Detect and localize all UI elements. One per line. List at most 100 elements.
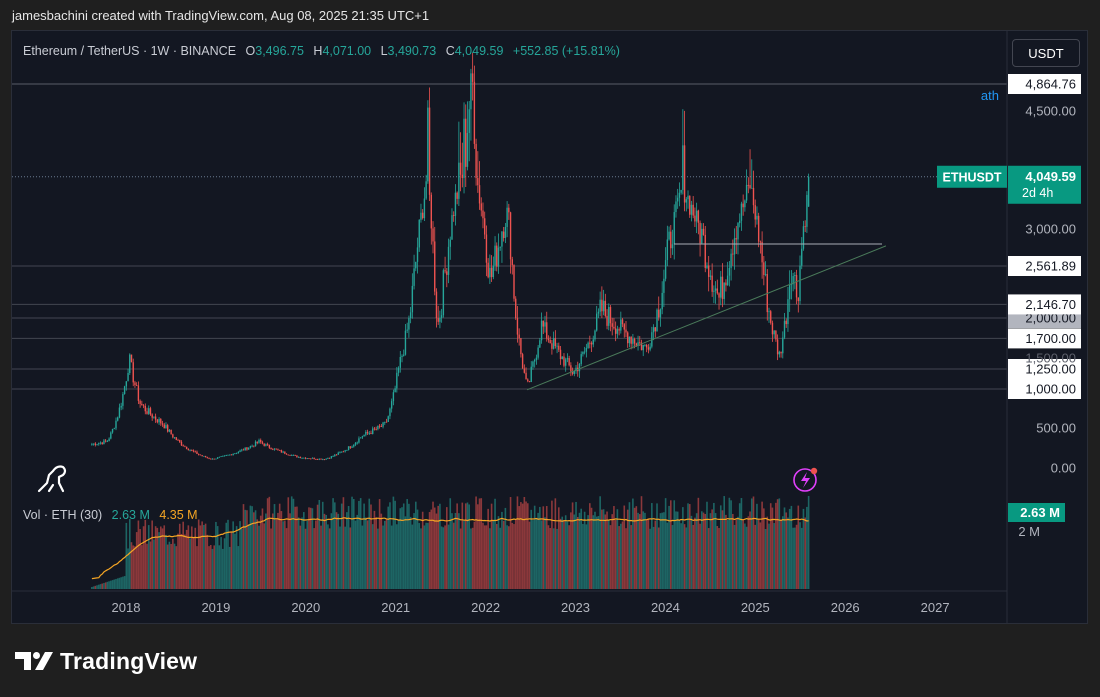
candle-body	[477, 178, 479, 186]
volume-bar	[194, 527, 197, 589]
candle-body	[671, 244, 674, 249]
volume-bar	[203, 525, 205, 589]
volume-bar	[632, 498, 634, 589]
candle-body	[389, 408, 391, 417]
candle-body	[716, 288, 719, 294]
volume-bar	[557, 507, 560, 589]
volume-label[interactable]: Vol · ETH (30)	[23, 508, 103, 522]
volume-bar	[644, 512, 646, 589]
candle-body	[718, 293, 720, 298]
time-tick-label: 2018	[112, 600, 141, 615]
candle-body	[201, 455, 203, 457]
volume-bar	[208, 546, 210, 589]
candle-body	[194, 451, 196, 453]
candle-body	[551, 343, 553, 349]
volume-bar	[778, 498, 781, 589]
candle-body	[564, 359, 567, 366]
currency-button[interactable]: USDT	[1012, 39, 1080, 67]
volume-bar	[502, 520, 505, 589]
candle-body	[726, 275, 729, 286]
volume-bar	[473, 521, 476, 589]
candle-body	[675, 201, 677, 213]
volume-bar	[197, 519, 200, 589]
candle-body	[285, 453, 288, 455]
candle-body	[689, 195, 691, 215]
volume-bar	[806, 506, 808, 589]
symbol-tag	[937, 165, 1007, 188]
volume-bar	[549, 528, 551, 589]
candle-body	[509, 212, 512, 260]
volume-bar	[609, 525, 612, 589]
volume-bar	[339, 526, 341, 589]
candle-body	[497, 247, 500, 267]
candle-body	[775, 330, 777, 340]
candle-body	[575, 367, 577, 372]
candle-body	[583, 351, 586, 353]
volume-bar	[463, 520, 465, 589]
volume-bar	[134, 546, 136, 589]
symbol-title[interactable]: Ethereum / TetherUS · 1W · BINANCE	[23, 44, 237, 58]
volume-bar	[635, 506, 638, 589]
volume-bar	[530, 509, 533, 589]
candle-body	[609, 307, 612, 324]
candle-body	[130, 354, 133, 363]
volume-bar	[135, 532, 138, 589]
candle-body	[776, 339, 779, 355]
candle-body	[568, 358, 570, 366]
volume-bar	[377, 528, 379, 589]
candle-body	[749, 185, 751, 189]
candle-body	[175, 437, 178, 440]
candle-body	[702, 228, 705, 235]
candle-body	[735, 238, 737, 240]
volume-bar	[528, 521, 531, 589]
candle-body	[780, 351, 782, 354]
volume-bar	[361, 525, 364, 589]
candle-body	[237, 451, 240, 454]
volume-bar	[337, 513, 340, 589]
candle-body	[296, 455, 298, 458]
candle-body	[733, 238, 736, 255]
volume-legend: Vol · ETH (30) 2.63 M 4.35 M	[23, 508, 198, 522]
candle-body	[640, 342, 643, 351]
volume-bar	[625, 528, 627, 589]
volume-bar	[187, 525, 190, 589]
chart-frame[interactable]: 0.00 500.00 1,000.00 1,250.00 1,500.00 1,700.…	[11, 30, 1088, 624]
candle-body	[266, 444, 269, 446]
candle-body	[466, 132, 469, 167]
candle-body	[141, 403, 143, 406]
candle-body	[444, 270, 446, 272]
volume-bar	[389, 502, 391, 589]
lightning-bolt-icon	[801, 472, 810, 488]
volume-bar	[206, 534, 209, 589]
candle-body	[375, 429, 377, 430]
volume-bar	[258, 525, 260, 589]
volume-bar	[96, 585, 98, 589]
candle-body	[215, 458, 217, 460]
candle-body	[768, 311, 770, 313]
price-chart[interactable]: 0.00 500.00 1,000.00 1,250.001,500.00 1,700.…	[12, 31, 1088, 624]
candle-body	[485, 234, 488, 263]
volume-bar	[645, 519, 648, 589]
volume-bar	[783, 507, 786, 589]
volume-bar	[196, 546, 198, 589]
candle-body	[587, 342, 589, 349]
candle-body	[654, 327, 656, 332]
volume-bar	[178, 523, 181, 589]
volume-bar	[539, 506, 541, 589]
candle-body	[354, 442, 357, 445]
candle-body	[573, 371, 576, 374]
volume-bar	[149, 541, 152, 589]
volume-bar	[630, 525, 632, 589]
volume-bar	[494, 498, 496, 589]
candle-body	[549, 339, 551, 344]
volume-bar	[551, 500, 553, 589]
volume-bar	[654, 520, 657, 589]
candle-body	[289, 455, 291, 456]
volume-bar	[401, 507, 403, 589]
volume-bar	[804, 517, 806, 589]
candle-body	[787, 299, 789, 325]
candle-body	[658, 309, 660, 318]
volume-bar	[461, 502, 464, 589]
volume-bar	[247, 524, 250, 589]
candle-body	[320, 458, 322, 460]
